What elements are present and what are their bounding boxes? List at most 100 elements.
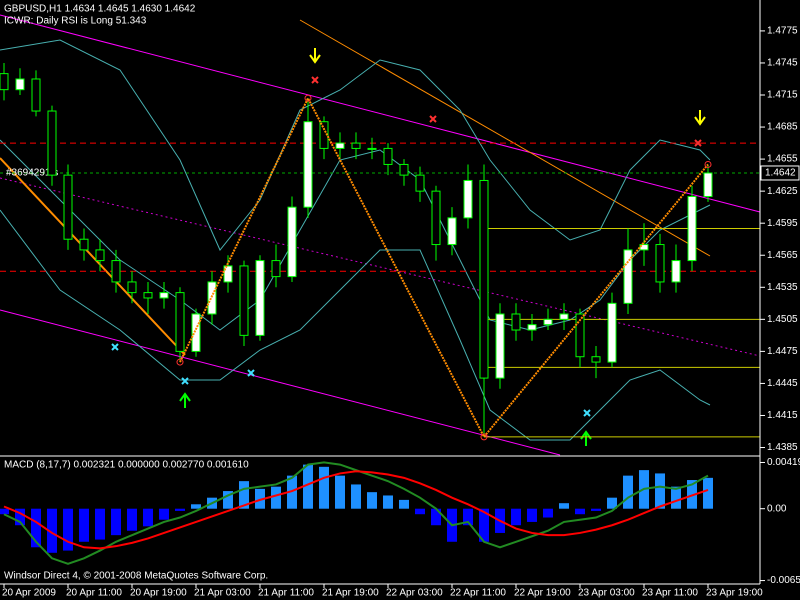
trend-line: [0, 14, 761, 213]
x-tick-label: 22 Apr 03:00: [386, 588, 443, 599]
y-tick-label: 1.4565: [767, 250, 798, 261]
candle-body: [591, 356, 601, 363]
candle-body: [175, 292, 185, 352]
order-label: #3694291 s: [6, 168, 58, 179]
macd-bar: [191, 504, 201, 509]
macd-bar: [319, 466, 329, 509]
candle-body: [287, 206, 297, 278]
y-tick-label: -0.00652: [767, 575, 800, 586]
candle-body: [95, 249, 105, 262]
chart-subtitle: ICWR: Daily RSI is Long 51.343: [4, 16, 147, 27]
macd-bar: [223, 491, 233, 509]
sell-arrow: [309, 48, 321, 64]
x-tick-label: 22 Apr 11:00: [450, 588, 506, 599]
y-tick-label: 1.4595: [767, 218, 798, 229]
x-tick-label: 20 Apr 19:00: [130, 588, 187, 599]
macd-bar: [127, 508, 137, 531]
macd-bar: [479, 508, 489, 542]
candle-body: [143, 292, 153, 299]
candle-body: [543, 318, 553, 326]
zigzag-point: [176, 358, 184, 366]
candle-body: [303, 121, 313, 208]
candle-body: [15, 78, 25, 91]
candle-body: [79, 238, 89, 251]
candle-body: [367, 147, 377, 150]
macd-bar: [271, 486, 281, 509]
candle-body: [191, 313, 201, 352]
candle-body: [463, 179, 473, 219]
trend-line: [0, 309, 561, 456]
y-tick-label: 0.00: [767, 503, 787, 514]
zigzag-point: [704, 160, 712, 168]
macd-line: [3, 461, 709, 565]
trend-line: [299, 19, 711, 257]
y-tick-label: 1.4655: [767, 154, 798, 165]
candle-body: [607, 302, 617, 363]
cross-marker: [311, 76, 702, 147]
candle-body: [31, 78, 41, 112]
x-tick-label: 20 Apr 11:00: [66, 588, 122, 599]
macd-bar: [47, 508, 57, 553]
current-price: 1.4642: [765, 168, 796, 179]
candle-body: [559, 313, 569, 320]
y-tick-label: 1.4625: [767, 186, 798, 197]
sell-arrow: [694, 110, 706, 126]
y-tick-label: 1.4415: [767, 410, 798, 421]
macd-bar: [351, 484, 361, 509]
macd-bar: [623, 475, 633, 509]
x-tick-label: 23 Apr 11:00: [642, 588, 698, 599]
macd-bar: [175, 508, 185, 511]
cross-marker: [111, 343, 591, 417]
candle-body: [399, 163, 409, 176]
y-tick-label: 1.4505: [767, 314, 798, 325]
macd-bar: [511, 508, 521, 526]
y-tick-label: 1.4535: [767, 282, 798, 293]
macd-bar: [703, 477, 713, 509]
candle-body: [47, 110, 57, 176]
candle-body: [527, 324, 537, 331]
bollinger-band: [0, 39, 711, 251]
x-tick-label: 21 Apr 03:00: [194, 588, 251, 599]
macd-bar: [143, 508, 153, 527]
macd-bar: [543, 508, 553, 518]
macd-bar: [239, 481, 249, 509]
trend-line: [0, 157, 186, 356]
candle-body: [671, 260, 681, 283]
macd-bar: [415, 508, 425, 515]
macd-bar: [655, 473, 665, 509]
macd-bar: [31, 508, 41, 548]
zigzag: [179, 95, 709, 439]
buy-arrow: [179, 392, 191, 408]
macd-bar: [463, 508, 473, 526]
candle-body: [383, 147, 393, 165]
bollinger-band: [0, 209, 711, 441]
zigzag-point: [304, 94, 312, 102]
x-tick-label: 23 Apr 19:00: [706, 588, 763, 599]
y-tick-label: 1.4385: [767, 442, 798, 453]
y-tick-label: 1.4685: [767, 122, 798, 133]
candle-body: [655, 244, 665, 283]
trend-line: [0, 177, 761, 357]
macd-bar: [335, 475, 345, 509]
data-layer: 1.4775 1.4745 1.4715 1.4685 1.4655 1.4625 1.45…: [0, 26, 800, 599]
x-tick-label: 23 Apr 03:00: [578, 588, 635, 599]
candle-body: [431, 190, 441, 246]
candle-body: [495, 313, 505, 379]
y-tick-label: 1.4775: [767, 26, 798, 37]
candle-body: [319, 121, 329, 149]
x-tick-label: 22 Apr 19:00: [514, 588, 571, 599]
x-tick-label: 21 Apr 11:00: [258, 588, 314, 599]
candle-body: [207, 281, 217, 315]
footer: Windsor Direct 4, © 2001-2008 MetaQuotes…: [4, 571, 268, 582]
macd-bar: [687, 480, 697, 509]
candle-body: [127, 281, 137, 294]
macd-bar: [671, 486, 681, 509]
macd-bar: [527, 508, 537, 522]
candle-body: [0, 73, 9, 91]
candle-body: [687, 195, 697, 262]
y-tick-label: 1.4445: [767, 378, 798, 389]
macd-bar: [303, 464, 313, 509]
macd-bar: [159, 508, 169, 520]
candle-body: [63, 174, 73, 240]
macd-bar: [255, 488, 265, 509]
